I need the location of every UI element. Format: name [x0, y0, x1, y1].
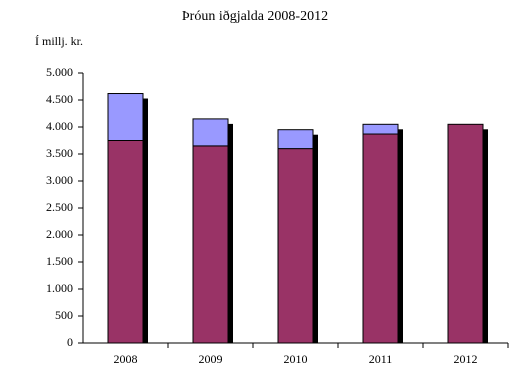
- bar-segment: [277, 129, 314, 150]
- bar-segment: [362, 123, 399, 135]
- y-tick-label: 3.000: [46, 173, 73, 187]
- x-tick-label: 2011: [369, 352, 393, 366]
- y-tick-label: 500: [55, 308, 73, 322]
- y-tick-label: 4.500: [46, 92, 73, 106]
- x-tick-label: 2009: [199, 352, 223, 366]
- bar-segment: [362, 133, 399, 344]
- y-tick-label: 2.000: [46, 227, 73, 241]
- bar-segment: [107, 93, 144, 141]
- y-tick-label: 2.500: [46, 200, 73, 214]
- y-tick-label: 5.000: [46, 65, 73, 79]
- x-tick-label: 2008: [114, 352, 138, 366]
- x-tick-label: 2012: [454, 352, 478, 366]
- y-tick-label: 1.500: [46, 254, 73, 268]
- y-tick-label: 3.500: [46, 146, 73, 160]
- chart-title: Þróun iðgjalda 2008-2012: [182, 9, 328, 24]
- bar-segment: [447, 123, 484, 344]
- bar-segment: [107, 140, 144, 344]
- bar-segment: [192, 145, 229, 344]
- x-tick-label: 2010: [284, 352, 308, 366]
- y-axis-label: Í millj. kr.: [35, 34, 83, 48]
- y-tick-label: 0: [67, 335, 73, 349]
- bar-segment: [192, 118, 229, 147]
- bar-segment: [277, 148, 314, 344]
- y-tick-label: 1.000: [46, 281, 73, 295]
- y-tick-label: 4.000: [46, 119, 73, 133]
